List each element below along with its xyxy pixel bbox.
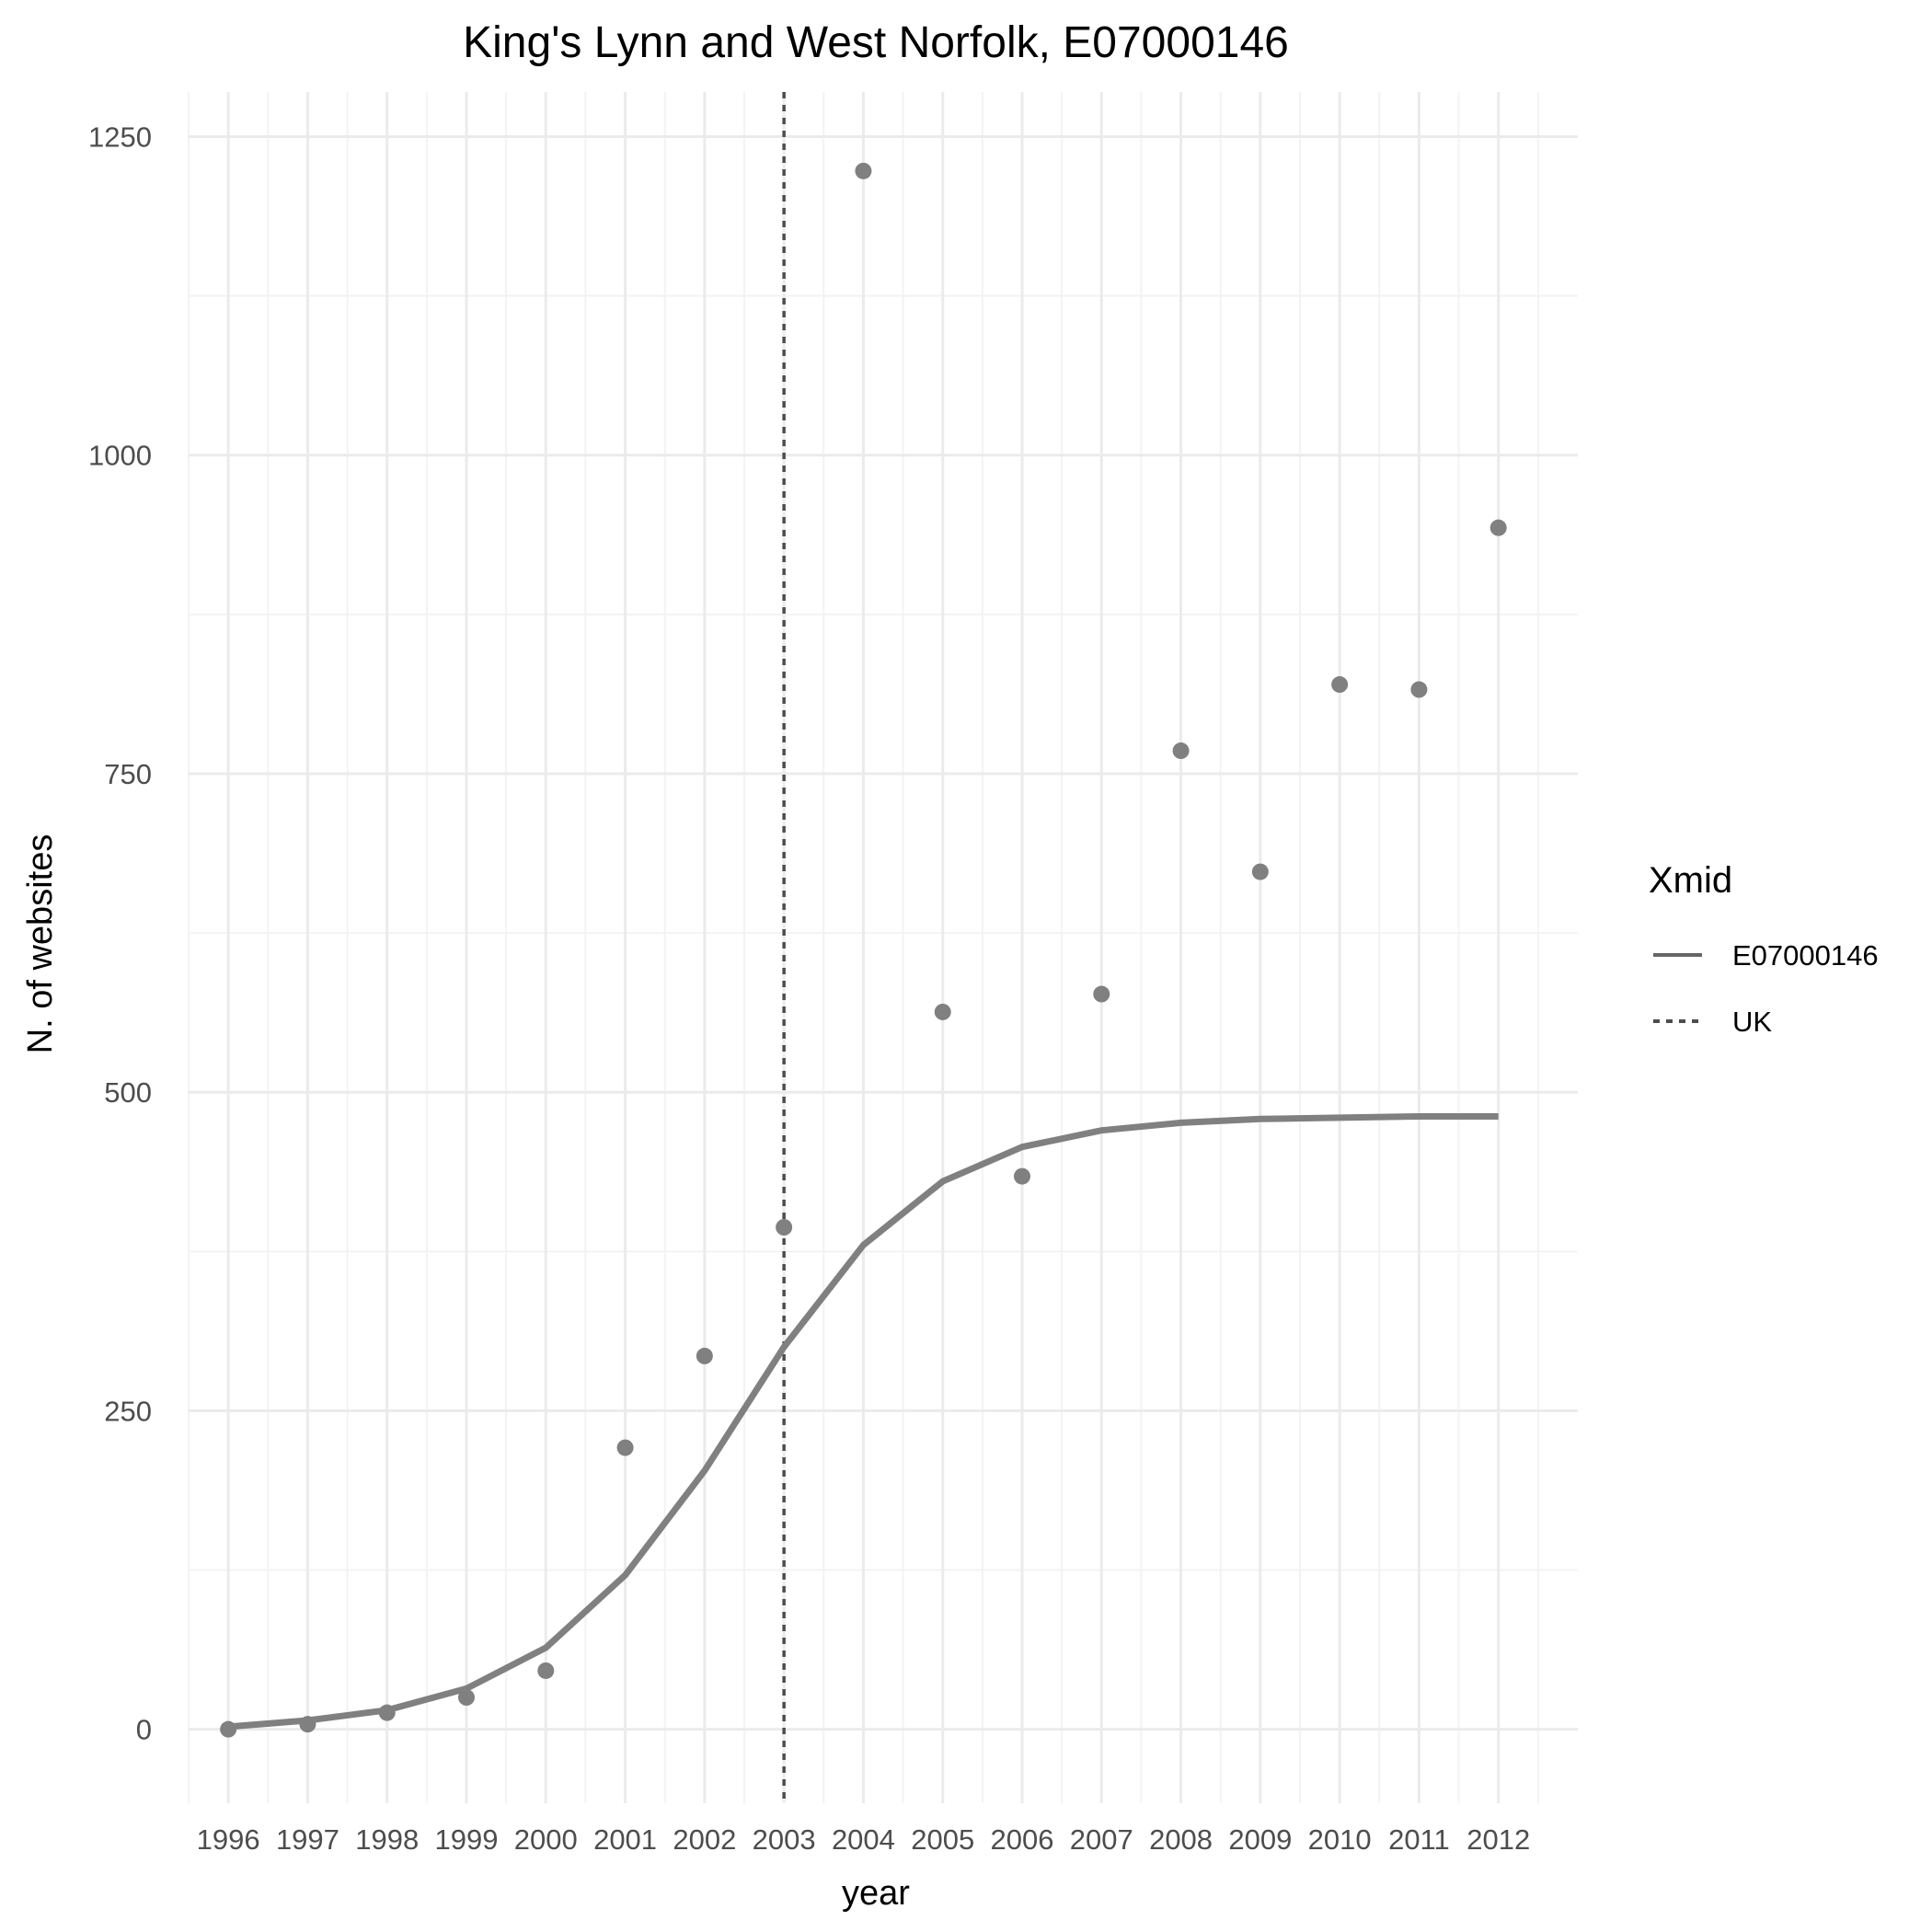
- x-axis-tick-labels: 1996 1997 1998 1999 2000 2001 2002 2003 2004 2005…: [197, 1823, 1531, 1856]
- x-tick-label-1997: 1997: [276, 1823, 339, 1856]
- x-tick-label-2000: 2000: [514, 1823, 578, 1856]
- data-point-2006: [1014, 1167, 1030, 1185]
- y-axis-tick-labels: 0 250 500 750 1000 1250: [88, 121, 152, 1745]
- data-point-2000: [537, 1662, 555, 1679]
- data-point-2003: [776, 1218, 793, 1236]
- data-point-1996: [220, 1720, 237, 1738]
- x-tick-label-2011: 2011: [1388, 1823, 1450, 1856]
- x-tick-label-2012: 2012: [1466, 1823, 1530, 1856]
- x-tick-label-1999: 1999: [435, 1823, 499, 1856]
- x-tick-label-2006: 2006: [991, 1823, 1054, 1856]
- legend-label-e07000146: E07000146: [1732, 939, 1879, 972]
- x-tick-label-2001: 2001: [593, 1823, 657, 1856]
- x-tick-label-2005: 2005: [911, 1823, 974, 1856]
- legend-title: Xmid: [1649, 860, 1732, 901]
- fit-line-layer: [227, 1113, 1499, 1731]
- legend-label-uk: UK: [1732, 1006, 1772, 1038]
- minor-gridlines: [188, 92, 1578, 1803]
- data-point-1999: [458, 1689, 475, 1707]
- x-tick-label-2002: 2002: [673, 1823, 736, 1856]
- y-tick-label-0: 0: [136, 1714, 152, 1746]
- data-point-2009: [1251, 863, 1269, 880]
- data-point-2011: [1410, 681, 1428, 698]
- x-tick-label-2010: 2010: [1308, 1823, 1372, 1856]
- data-point-1998: [378, 1704, 396, 1721]
- data-point-2007: [1093, 985, 1110, 1003]
- data-point-2001: [616, 1439, 634, 1456]
- legend: Xmid E07000146 UK: [1649, 860, 1879, 1038]
- x-tick-label-2009: 2009: [1228, 1823, 1292, 1856]
- chart-title: King's Lynn and West Norfolk, E07000146: [463, 18, 1289, 67]
- y-tick-label-1000: 1000: [88, 440, 152, 472]
- y-tick-label-500: 500: [104, 1076, 152, 1109]
- x-tick-label-2008: 2008: [1149, 1823, 1213, 1856]
- data-point-2012: [1489, 519, 1507, 536]
- x-axis-title: year: [842, 1874, 910, 1913]
- x-tick-label-2004: 2004: [832, 1823, 895, 1856]
- y-tick-label-750: 750: [104, 758, 152, 790]
- x-tick-label-2007: 2007: [1070, 1823, 1133, 1856]
- data-point-2004: [855, 162, 872, 179]
- data-points-layer: [220, 162, 1507, 1738]
- data-point-2010: [1331, 676, 1349, 694]
- x-tick-label-2003: 2003: [753, 1823, 816, 1856]
- data-point-2005: [934, 1003, 951, 1020]
- data-point-1997: [299, 1716, 316, 1733]
- x-tick-label-1996: 1996: [197, 1823, 260, 1856]
- y-tick-label-250: 250: [104, 1395, 152, 1427]
- major-gridlines: [189, 92, 1578, 1803]
- y-axis-title: N. of websites: [21, 834, 60, 1054]
- fit-line-e07000146: [227, 1113, 1499, 1731]
- y-tick-label-1250: 1250: [88, 121, 152, 153]
- data-point-2008: [1172, 742, 1190, 760]
- x-tick-label-1998: 1998: [355, 1823, 419, 1856]
- data-point-2002: [696, 1347, 713, 1364]
